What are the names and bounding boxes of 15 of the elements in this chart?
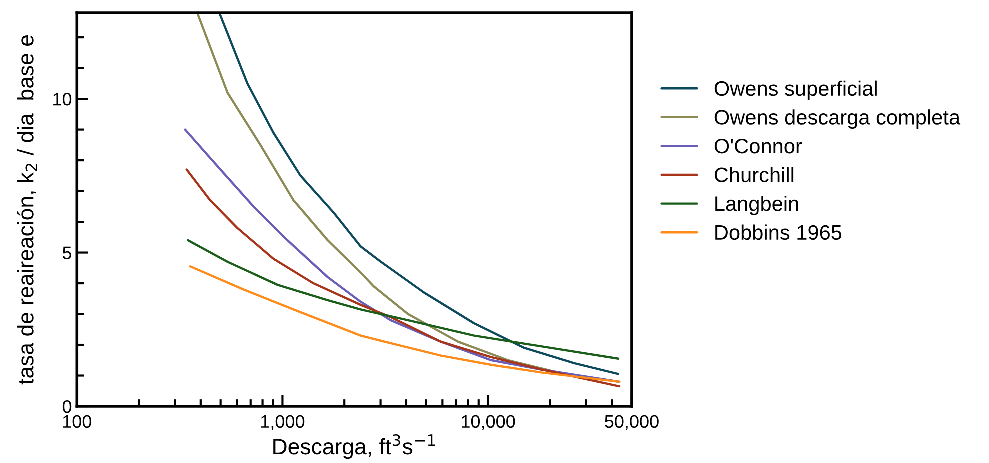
legend-label: Dobbins 1965: [716, 224, 842, 240]
x-axis-title: Descarga, ft$^{3}$s$^{−1}$: [274, 434, 436, 460]
y-tick-label: 0: [62, 400, 72, 414]
y-axis-title: tasa de reaireación, k$_{2}$ / dia base e: [17, 36, 38, 385]
y-tick-label: 10: [54, 92, 72, 106]
legend-label: Langbein: [716, 196, 798, 216]
x-tick-label: 100: [63, 415, 92, 428]
legend-label: Owens superficial: [714, 80, 877, 100]
y-tick-label: 5: [62, 246, 72, 260]
legend-label: Owens descarga completa: [714, 110, 961, 130]
x-tick-label: 50,000: [605, 415, 659, 430]
legend-label: Churchill: [714, 167, 794, 183]
legend-label: O'Connor: [714, 138, 802, 154]
x-tick-label: 10,000: [462, 415, 516, 430]
x-tick-label: 1,000: [262, 415, 305, 430]
